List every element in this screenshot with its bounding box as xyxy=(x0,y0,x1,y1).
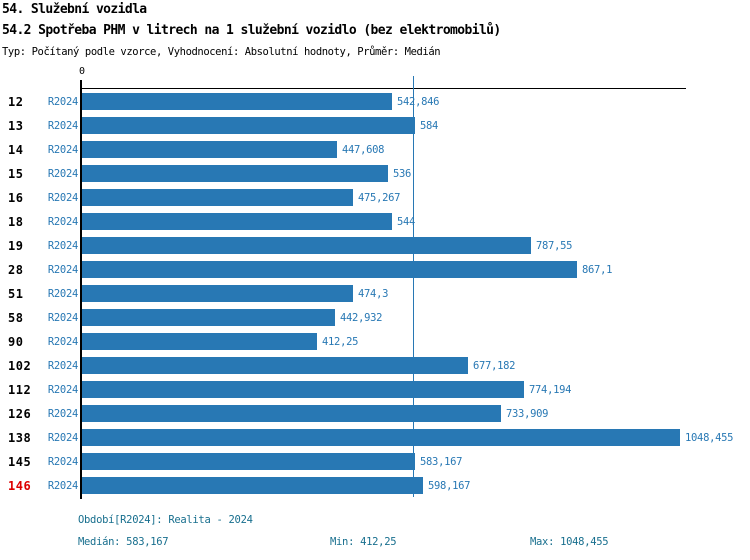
bar-value-label: 1048,455 xyxy=(685,432,734,444)
indicator-title: 54.2 Spotřeba PHM v litrech na 1 služebn… xyxy=(2,23,501,38)
row-id-label: 146 xyxy=(8,479,32,493)
bar-value-label: 442,932 xyxy=(340,312,383,324)
bar-value-label: 677,182 xyxy=(473,360,516,372)
row-id-label: 90 xyxy=(8,335,24,349)
row-series-label: R2024 xyxy=(47,120,78,132)
row-id-label: 18 xyxy=(8,215,24,229)
row-id-label: 14 xyxy=(8,143,24,157)
row-series-label: R2024 xyxy=(47,336,78,348)
bar xyxy=(82,453,415,470)
bar xyxy=(82,141,337,158)
row-id-label: 12 xyxy=(8,95,24,109)
row-series-label: R2024 xyxy=(47,432,78,444)
row-id-label: 138 xyxy=(8,431,32,445)
bar xyxy=(82,285,353,302)
bar-value-label: 544 xyxy=(397,216,416,228)
footer-period-label: Období[R2024]: Realita - 2024 xyxy=(78,514,253,526)
row-id-label: 58 xyxy=(8,311,24,325)
bar-value-label: 412,25 xyxy=(322,336,359,348)
row-series-label: R2024 xyxy=(47,312,78,324)
row-series-label: R2024 xyxy=(47,288,78,300)
bar-value-label: 867,1 xyxy=(582,264,613,276)
indicator-subtitle: Typ: Počítaný podle vzorce, Vyhodnocení:… xyxy=(2,46,441,58)
row-series-label: R2024 xyxy=(47,192,78,204)
bar-value-label: 542,846 xyxy=(397,96,440,108)
bar xyxy=(82,333,317,350)
row-id-label: 28 xyxy=(8,263,24,277)
bar xyxy=(82,405,501,422)
bar xyxy=(82,381,524,398)
row-series-label: R2024 xyxy=(47,144,78,156)
row-series-label: R2024 xyxy=(47,240,78,252)
bar xyxy=(82,117,415,134)
row-series-label: R2024 xyxy=(47,264,78,276)
bar-value-label: 474,3 xyxy=(358,288,389,300)
row-series-label: R2024 xyxy=(47,408,78,420)
footer-max-label: Max: 1048,455 xyxy=(530,536,609,548)
bar xyxy=(82,477,423,494)
bar-value-label: 475,267 xyxy=(358,192,401,204)
row-series-label: R2024 xyxy=(47,456,78,468)
axis-vertical-line xyxy=(80,80,82,499)
footer-median-label: Medián: 583,167 xyxy=(78,536,169,548)
bar xyxy=(82,213,392,230)
row-id-label: 16 xyxy=(8,191,24,205)
bar xyxy=(82,165,388,182)
row-series-label: R2024 xyxy=(47,360,78,372)
row-series-label: R2024 xyxy=(47,168,78,180)
median-line xyxy=(413,76,414,497)
bar xyxy=(82,237,531,254)
row-id-label: 51 xyxy=(8,287,24,301)
bar-value-label: 536 xyxy=(393,168,412,180)
bar-value-label: 447,608 xyxy=(342,144,385,156)
row-id-label: 112 xyxy=(8,383,32,397)
bar xyxy=(82,189,353,206)
row-id-label: 102 xyxy=(8,359,32,373)
bar-value-label: 787,55 xyxy=(536,240,573,252)
row-series-label: R2024 xyxy=(47,216,78,228)
bar xyxy=(82,429,680,446)
row-series-label: R2024 xyxy=(47,96,78,108)
row-id-label: 19 xyxy=(8,239,24,253)
bar-value-label: 584 xyxy=(420,120,439,132)
row-series-label: R2024 xyxy=(47,480,78,492)
report-title: 54. Služební vozidla xyxy=(2,2,147,17)
bar xyxy=(82,357,468,374)
axis-zero-label: 0 xyxy=(78,66,86,77)
bar xyxy=(82,93,392,110)
row-id-label: 13 xyxy=(8,119,24,133)
bar xyxy=(82,309,335,326)
footer-min-label: Min: 412,25 xyxy=(330,536,397,548)
bar-value-label: 733,909 xyxy=(506,408,549,420)
row-id-label: 126 xyxy=(8,407,32,421)
bar-value-label: 774,194 xyxy=(529,384,572,396)
bar-value-label: 598,167 xyxy=(428,480,471,492)
bar-value-label: 583,167 xyxy=(420,456,463,468)
row-series-label: R2024 xyxy=(47,384,78,396)
row-id-label: 15 xyxy=(8,167,24,181)
row-id-label: 145 xyxy=(8,455,32,469)
bar xyxy=(82,261,577,278)
axis-top-line xyxy=(80,88,686,89)
